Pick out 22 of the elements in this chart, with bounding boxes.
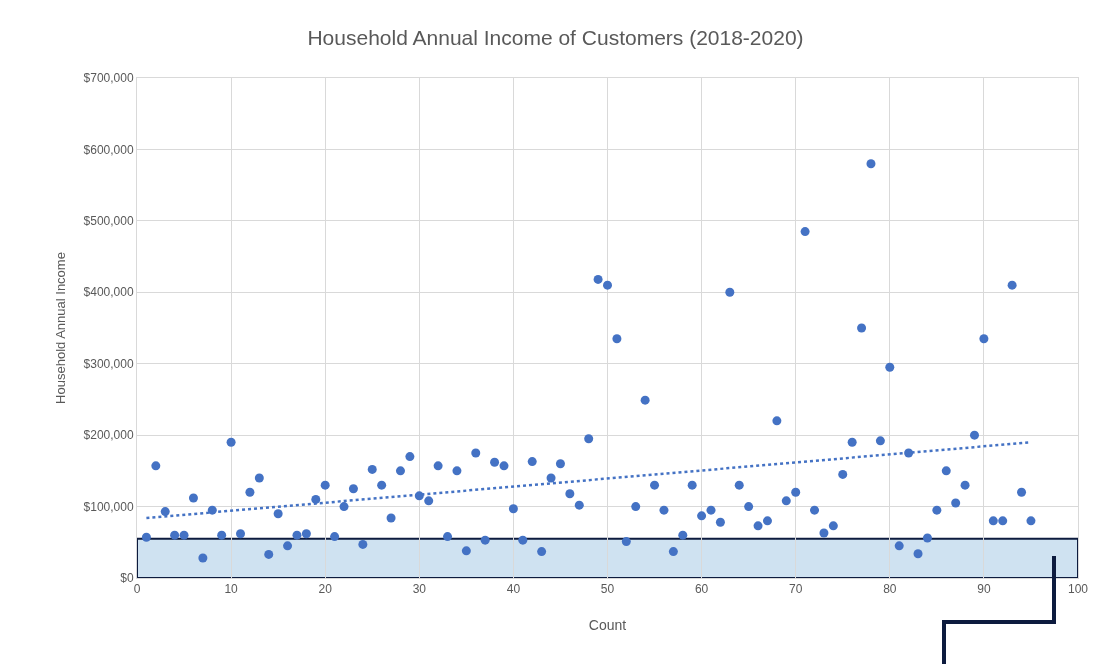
- x-tick-label: 40: [506, 582, 521, 597]
- x-tick-label: 30: [412, 582, 427, 597]
- chart-title: Household Annual Income of Customers (2018-2020): [307, 25, 804, 49]
- x-tick-label: 70: [789, 582, 803, 597]
- x-tick-label: 100: [1067, 582, 1089, 597]
- x-tick-label: 80: [883, 582, 897, 597]
- x-tick-label: 10: [224, 582, 239, 597]
- y-tick-label: $600,000: [83, 142, 134, 157]
- x-tick-label: 90: [977, 582, 991, 597]
- x-tick-label: 50: [600, 582, 615, 597]
- y-tick-label: $100,000: [83, 499, 134, 514]
- y-tick-label: $700,000: [83, 71, 134, 86]
- y-tick-label: $200,000: [83, 428, 134, 443]
- y-tick-label: $300,000: [83, 356, 134, 371]
- x-axis-title: Count: [588, 617, 627, 633]
- x-tick-label: 60: [694, 582, 709, 597]
- y-tick-label: $500,000: [83, 214, 134, 229]
- y-tick-label: $400,000: [83, 285, 134, 300]
- y-tick-label: $0: [120, 571, 134, 586]
- x-tick-label: 20: [318, 582, 333, 597]
- y-axis-title: Household Annual Income: [53, 252, 69, 404]
- x-tick-label: 0: [133, 582, 141, 597]
